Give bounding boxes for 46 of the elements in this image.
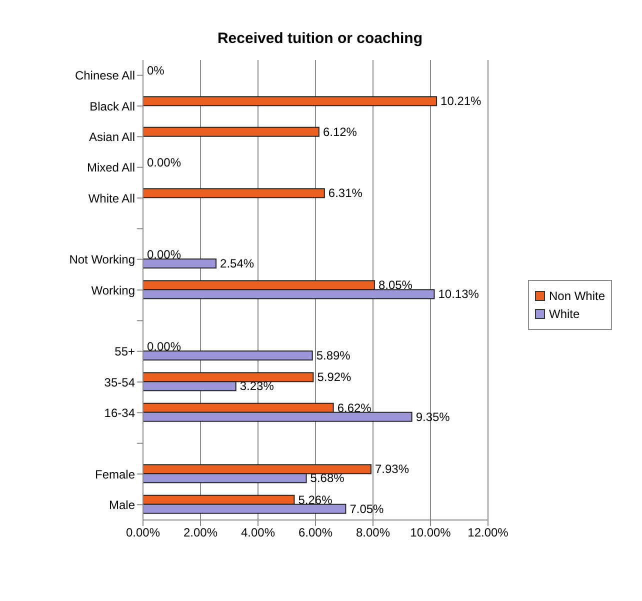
x-tick-label: 2.00% xyxy=(183,526,218,540)
y-tick-label: Mixed All xyxy=(86,160,135,175)
chart-title: Received tuition or coaching xyxy=(216,30,424,47)
data-label: 6.62% xyxy=(337,400,372,415)
data-label: 10.13% xyxy=(438,287,480,302)
y-tick-label: Working xyxy=(91,283,135,298)
bar xyxy=(143,258,217,268)
data-label: 5.68% xyxy=(310,471,345,486)
x-tick-label: 0.00% xyxy=(126,526,160,540)
x-tick-label: 10.00% xyxy=(410,526,452,540)
data-label: 7.93% xyxy=(374,462,410,476)
bar xyxy=(143,126,320,137)
data-label: 6.12% xyxy=(322,124,358,139)
y-tick-label: 35-54 xyxy=(104,375,136,390)
data-label: 8.05% xyxy=(378,278,413,292)
data-label: 3.23% xyxy=(240,379,274,394)
y-tick-label: White All xyxy=(88,191,135,206)
data-label: 9.35% xyxy=(416,410,450,424)
data-label: 5.92% xyxy=(317,370,352,384)
y-tick-label: Female xyxy=(94,467,136,482)
x-tick-label: 8.00% xyxy=(356,526,390,540)
bar xyxy=(143,96,438,106)
y-tick-label: Asian All xyxy=(88,130,135,144)
y-tick-label: Not Working xyxy=(69,252,135,267)
bar xyxy=(143,188,325,198)
data-label: 5.89% xyxy=(316,348,351,362)
data-label: 0.00% xyxy=(147,340,182,354)
y-tick-label: 16-34 xyxy=(104,406,136,420)
bar xyxy=(143,350,313,360)
data-label: 6.31% xyxy=(328,186,363,200)
y-tick-label: Chinese All xyxy=(74,68,135,83)
data-label: 0% xyxy=(147,64,165,78)
y-tick-label: Black All xyxy=(90,99,135,114)
x-tick-label: 12.00% xyxy=(468,526,509,540)
legend-label: White xyxy=(549,307,580,321)
data-label: 2.54% xyxy=(220,256,254,270)
data-label: 0.00% xyxy=(147,156,182,170)
data-label: 10.21% xyxy=(440,94,482,108)
x-tick-label: 6.00% xyxy=(298,526,333,540)
y-tick-label: Male xyxy=(108,498,136,512)
data-label: 7.05% xyxy=(350,502,384,516)
y-tick-label: 55+ xyxy=(114,344,135,359)
x-tick-label: 4.00% xyxy=(240,526,276,540)
data-label: 5.26% xyxy=(298,492,333,507)
legend-label: Non White xyxy=(549,289,606,303)
data-label: 0.00% xyxy=(147,248,182,262)
